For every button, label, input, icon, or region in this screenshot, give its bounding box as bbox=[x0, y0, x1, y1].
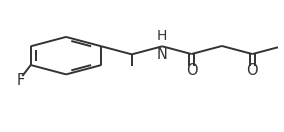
Text: N: N bbox=[157, 47, 168, 62]
Text: O: O bbox=[247, 63, 258, 78]
Text: F: F bbox=[17, 73, 25, 88]
Text: O: O bbox=[186, 63, 197, 78]
Text: H: H bbox=[157, 29, 168, 43]
